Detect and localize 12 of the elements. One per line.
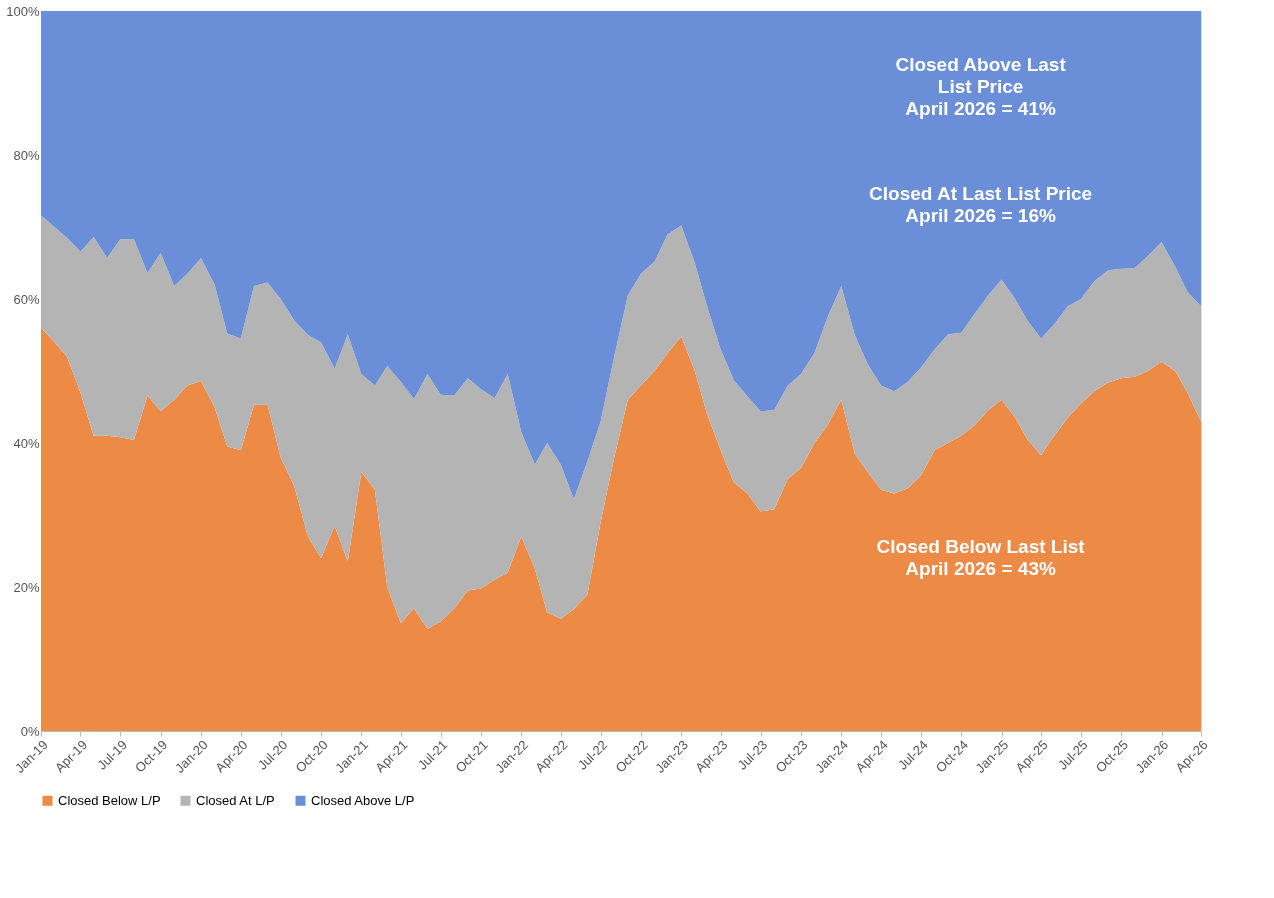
y-tick-label: 100%: [6, 3, 40, 19]
legend-label: Closed Below L/P: [58, 792, 161, 808]
annotation: Closed Below Last List April 2026 = 43%: [876, 536, 1086, 580]
y-tick-label: 80%: [13, 147, 40, 163]
y-tick-label: 60%: [13, 291, 40, 307]
y-tick-label: 20%: [13, 579, 40, 595]
annotation: Closed Above Last List Price April 2026 = 41%: [895, 53, 1067, 119]
y-tick-label: 40%: [13, 435, 40, 451]
annotation: Closed At Last List Price April 2026 = 16%: [869, 183, 1093, 227]
legend-label: Closed Above L/P: [311, 792, 415, 808]
legend-label: Closed At L/P: [196, 792, 275, 808]
y-tick-label: 0%: [20, 723, 40, 739]
